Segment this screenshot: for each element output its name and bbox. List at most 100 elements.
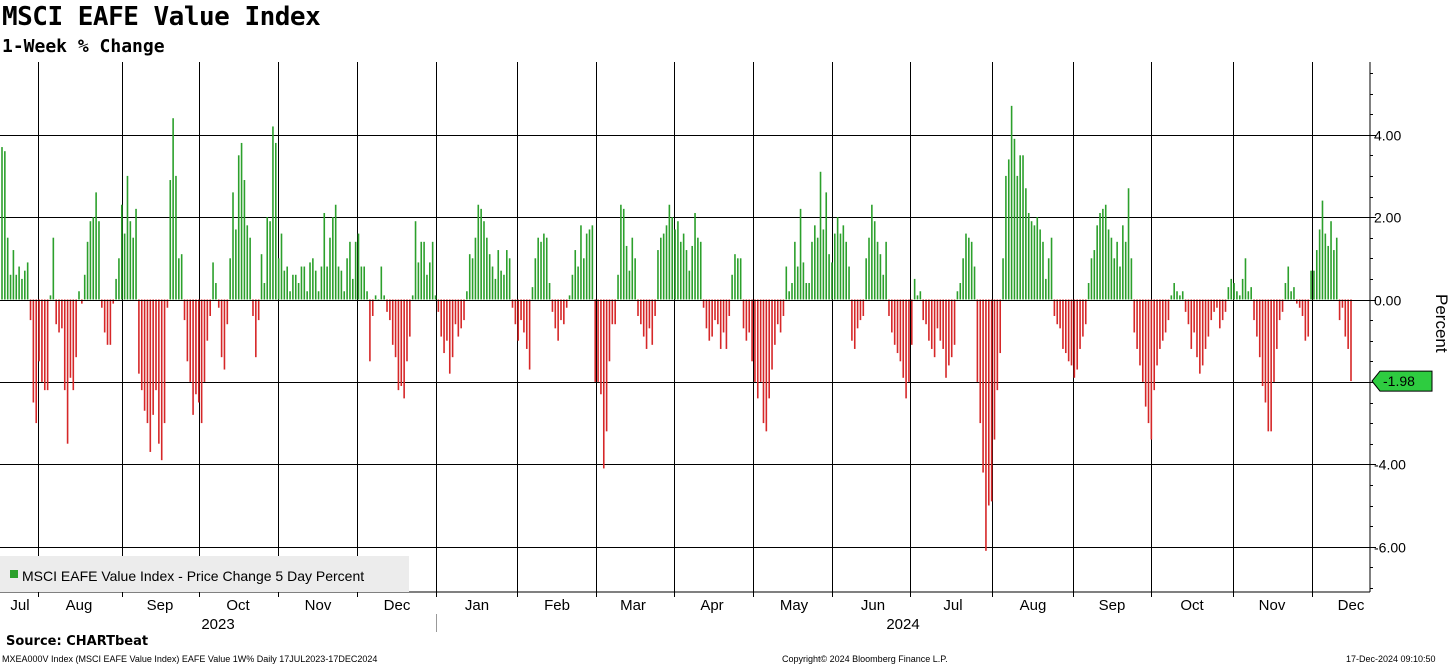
bar	[480, 208, 482, 300]
bar	[1064, 299, 1067, 354]
bar	[1099, 212, 1101, 300]
bar	[602, 299, 605, 469]
y-tick-label: 4.00	[1374, 128, 1401, 144]
bar	[831, 262, 833, 300]
bar	[371, 299, 374, 316]
bar	[1056, 299, 1059, 325]
bar	[1196, 299, 1198, 358]
bar	[828, 254, 830, 300]
bar	[679, 241, 682, 300]
bar	[1122, 225, 1124, 300]
bar	[845, 241, 847, 300]
bar	[1304, 299, 1307, 341]
bar	[1216, 299, 1218, 308]
x-tick-label: Jan	[465, 597, 489, 614]
bar	[551, 299, 554, 312]
bar	[389, 299, 391, 321]
bar	[223, 299, 226, 370]
bar	[1213, 299, 1215, 312]
bar	[631, 237, 634, 300]
bar	[160, 299, 163, 461]
bar	[209, 299, 211, 316]
bar	[1047, 258, 1050, 300]
bar	[896, 299, 899, 354]
bar	[1335, 237, 1338, 300]
bar	[123, 233, 126, 300]
bar	[1338, 299, 1341, 321]
bar	[805, 283, 808, 300]
bar	[739, 258, 742, 300]
bar	[158, 299, 160, 444]
bar	[1219, 299, 1221, 329]
bar	[640, 299, 642, 325]
bar	[545, 237, 548, 300]
bar	[1, 147, 3, 300]
bar	[782, 299, 785, 316]
bar	[460, 299, 462, 329]
bar	[1107, 229, 1110, 300]
bar	[540, 241, 542, 300]
bar	[594, 299, 597, 382]
bar	[1070, 299, 1073, 366]
bar	[1204, 299, 1207, 349]
bar	[1010, 105, 1013, 300]
bar	[1284, 283, 1287, 300]
bar	[745, 299, 748, 341]
bar	[999, 299, 1002, 354]
bar	[175, 175, 177, 300]
bar	[1096, 225, 1098, 300]
bar	[973, 266, 976, 300]
bar	[1236, 291, 1238, 300]
bar	[936, 299, 939, 329]
bar	[9, 274, 12, 300]
bar	[811, 241, 813, 300]
bar	[851, 299, 853, 341]
bar	[959, 283, 962, 300]
bar	[648, 299, 651, 329]
bar	[548, 283, 551, 300]
bar	[491, 266, 494, 300]
bar	[409, 299, 411, 337]
bar	[945, 299, 947, 378]
bar	[674, 229, 676, 300]
bar	[1176, 291, 1178, 300]
bar	[833, 233, 836, 300]
bar	[699, 241, 702, 300]
bar	[1344, 299, 1347, 337]
bar	[235, 229, 237, 300]
bar	[748, 299, 751, 333]
bar	[24, 270, 26, 300]
bar	[950, 299, 953, 358]
bar	[819, 171, 822, 300]
bar	[1278, 299, 1281, 321]
bar	[186, 299, 189, 362]
bar	[294, 274, 297, 300]
bar	[303, 266, 306, 300]
bar	[1350, 299, 1352, 382]
bar	[1227, 287, 1230, 300]
bar	[451, 299, 454, 358]
bar	[274, 142, 277, 300]
bar	[1270, 299, 1272, 432]
bar	[808, 283, 810, 300]
bar	[879, 254, 882, 300]
bar	[563, 299, 565, 325]
bar	[488, 254, 491, 300]
bar	[1090, 258, 1093, 300]
bar	[953, 299, 956, 345]
source-note: Source: CHARTbeat	[6, 634, 149, 649]
bar	[446, 299, 448, 341]
bar	[1025, 188, 1027, 300]
bar	[363, 266, 366, 300]
x-tick-label: Sep	[1099, 597, 1126, 614]
bar	[232, 192, 234, 300]
bar	[762, 299, 765, 424]
bar	[474, 237, 477, 300]
bar	[215, 283, 217, 300]
last-value-label: -1.98	[1383, 373, 1415, 389]
bar	[919, 291, 922, 300]
bar	[737, 258, 739, 300]
bar	[49, 295, 52, 300]
footer-ticker: MXEA000V Index (MSCI EAFE Value Index) E…	[2, 654, 378, 664]
bar	[899, 299, 902, 362]
